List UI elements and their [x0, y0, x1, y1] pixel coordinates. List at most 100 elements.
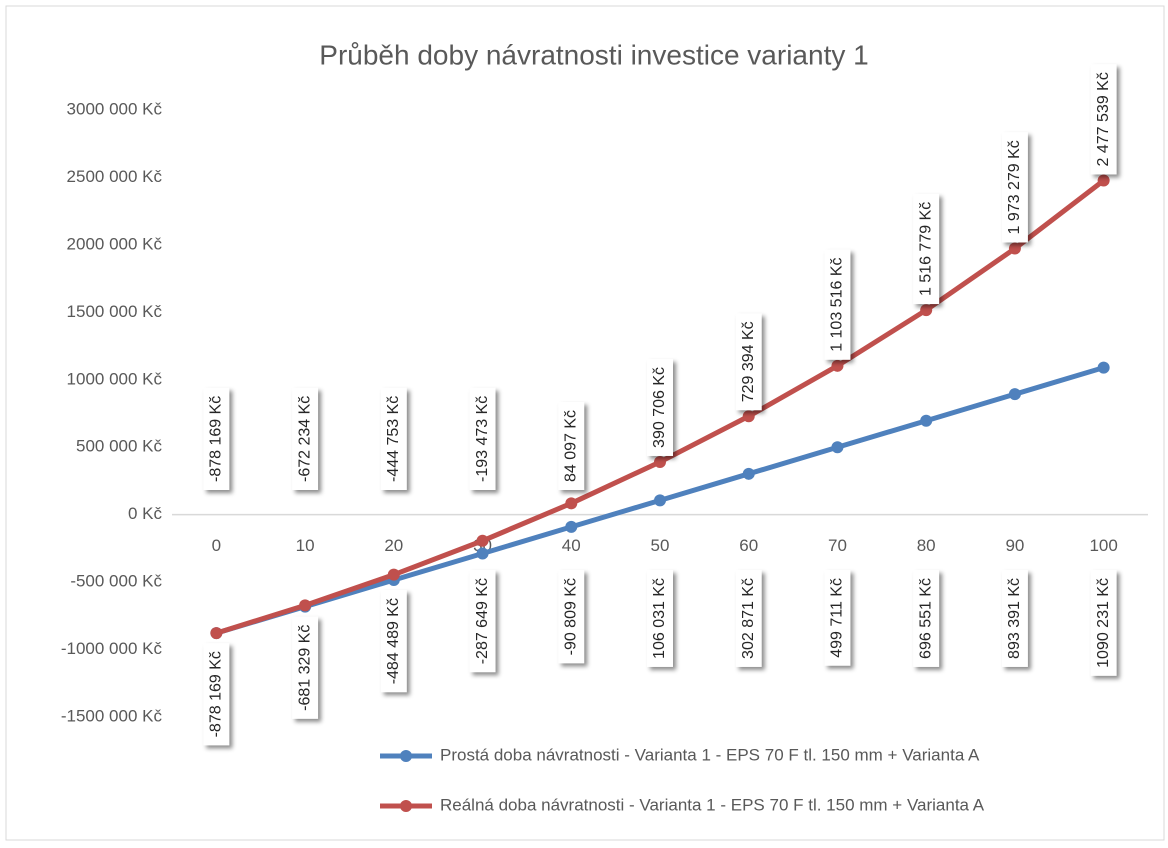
data-label: 1 103 516 Kč — [829, 258, 846, 352]
label-background — [380, 590, 407, 693]
point — [831, 359, 844, 372]
x-tick-label: 100 — [1089, 536, 1117, 555]
point — [476, 534, 489, 547]
label-background — [380, 387, 407, 490]
y-tick-label: -1000 000 Kč — [61, 639, 163, 658]
x-tick-label: 60 — [739, 536, 758, 555]
label-background — [824, 249, 851, 360]
data-label-box: 499 711 Kč — [824, 570, 851, 666]
data-label-box: 1 973 279 Kč — [1001, 132, 1028, 243]
y-tick-label: 1000 000 Kč — [67, 369, 163, 388]
label-background — [1001, 570, 1028, 667]
label-background — [469, 570, 496, 673]
data-label: 2 477 539 Kč — [1095, 72, 1112, 166]
data-label-box: -672 234 Kč — [292, 387, 319, 490]
label-background — [1090, 570, 1117, 676]
point — [299, 599, 312, 612]
label-background — [913, 570, 940, 667]
label-background — [203, 387, 230, 490]
data-label: -193 473 Kč — [474, 396, 491, 482]
label-background — [1001, 132, 1028, 243]
label-background — [647, 359, 673, 456]
y-tick-label: -500 000 Kč — [70, 572, 162, 591]
x-tick-label: 40 — [562, 536, 581, 555]
y-tick-label: 2000 000 Kč — [67, 234, 163, 253]
legend-label: Prostá doba návratnosti - Varianta 1 - E… — [440, 745, 980, 764]
label-background — [913, 193, 940, 305]
data-label: 696 551 Kč — [917, 578, 934, 659]
point — [565, 497, 578, 510]
chart-frame — [5, 5, 1165, 841]
data-label: -484 489 Kč — [385, 598, 402, 684]
data-label-box: 1090 231 Kč — [1090, 570, 1117, 676]
data-label: 84 097 Kč — [562, 410, 579, 482]
data-label: 499 711 Kč — [829, 578, 846, 658]
point — [742, 410, 755, 423]
data-label: 1 516 779 Kč — [917, 202, 934, 296]
point — [831, 441, 844, 454]
label-background — [735, 313, 762, 411]
point — [920, 304, 933, 317]
data-label: 106 031 Kč — [651, 578, 668, 659]
data-label: 302 871 Kč — [740, 578, 757, 659]
point — [920, 414, 933, 427]
point — [476, 547, 489, 560]
data-label: -681 329 Kč — [296, 625, 313, 711]
y-tick-label: -1500 000 Kč — [61, 706, 163, 725]
data-label: -878 169 Kč — [208, 651, 225, 737]
point — [1008, 388, 1021, 401]
data-label-box: 84 097 Kč — [558, 401, 585, 490]
data-label-box: -878 169 Kč — [203, 643, 230, 746]
point — [565, 520, 578, 533]
data-label: -878 169 Kč — [208, 396, 225, 482]
x-tick-label: 80 — [917, 536, 936, 555]
data-label-box: -878 169 Kč — [203, 387, 230, 490]
label-background — [558, 401, 585, 490]
point — [1097, 361, 1110, 374]
y-tick-label: 0 Kč — [128, 504, 163, 523]
data-label: -672 234 Kč — [296, 396, 313, 482]
label-background — [469, 387, 496, 490]
data-label-box: 2 477 539 Kč — [1090, 64, 1117, 175]
point — [654, 494, 666, 507]
x-tick-label: 0 — [212, 536, 221, 555]
label-background — [735, 570, 762, 667]
data-label: -287 649 Kč — [474, 578, 491, 664]
point — [654, 455, 666, 468]
data-label-box: 302 871 Kč — [735, 570, 762, 667]
y-tick-label: 2500 000 Kč — [67, 167, 163, 186]
label-background — [292, 387, 319, 490]
point — [210, 627, 223, 640]
data-label: 1 973 279 Kč — [1006, 140, 1023, 234]
data-label-box: 893 391 Kč — [1001, 570, 1028, 667]
data-label: 1090 231 Kč — [1095, 578, 1112, 668]
label-background — [824, 570, 851, 666]
x-tick-label: 90 — [1005, 536, 1024, 555]
chart-title: Průběh doby návratnosti investice varian… — [319, 39, 868, 70]
data-label: 893 391 Kč — [1006, 578, 1023, 659]
x-tick-label: 70 — [828, 536, 847, 555]
label-background — [292, 616, 319, 719]
data-label-box: -193 473 Kč — [469, 387, 496, 490]
point — [1008, 242, 1021, 255]
data-label-box: -444 753 Kč — [380, 387, 407, 490]
label-background — [203, 643, 230, 746]
data-label-box: -90 809 Kč — [558, 570, 585, 664]
data-label-box: -484 489 Kč — [380, 590, 407, 693]
data-label: -444 753 Kč — [385, 396, 402, 482]
data-label-box: -681 329 Kč — [292, 616, 319, 719]
legend-label: Reálná doba návratnosti - Varianta 1 - E… — [440, 795, 985, 814]
x-tick-label: 50 — [651, 536, 670, 555]
data-label-box: 729 394 Kč — [735, 313, 762, 411]
data-label: 390 706 Kč — [651, 367, 668, 448]
data-label-box: 696 551 Kč — [913, 570, 940, 667]
point — [1097, 174, 1110, 187]
data-label: -90 809 Kč — [562, 578, 579, 655]
data-label: 729 394 Kč — [740, 321, 757, 402]
x-tick-label: 20 — [384, 536, 403, 555]
legend-marker — [400, 800, 412, 812]
y-tick-label: 1500 000 Kč — [67, 302, 163, 321]
point — [742, 467, 755, 480]
label-background — [1090, 64, 1117, 175]
